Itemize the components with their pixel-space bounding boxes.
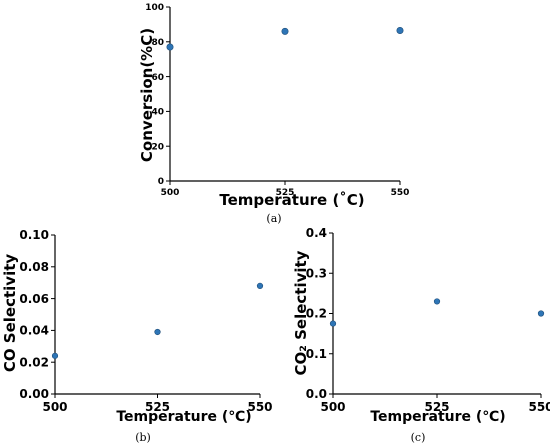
panel-c-x-axis-label: Temperature (℃) [370, 409, 505, 425]
panel-b-x-tick-label: 500 [42, 400, 67, 414]
panel-c-y-tick-label: 0.0 [306, 387, 327, 401]
panel-c-y-ticks: 0.0 0.1 0.2 0.3 0.4 [306, 226, 333, 401]
panel-b-caption: (b) [135, 431, 151, 444]
panel-c-x-tick-label: 500 [320, 400, 345, 414]
panel-c-co2-selectivity: 0.0 0.1 0.2 0.3 0.4 500 525 550 CO₂ Selectivit… [292, 226, 550, 444]
panel-a-data-point [396, 26, 404, 34]
panel-b-data-point [51, 352, 59, 359]
panel-a-y-tick-label: 0 [158, 177, 164, 187]
panel-a-x-tick-label: 550 [391, 188, 410, 198]
panel-a-y-tick-label: 40 [151, 108, 164, 118]
panel-b-co-selectivity: 0.00 0.02 0.04 0.06 0.08 0.10 500 525 550 CO Se… [1, 228, 273, 444]
panel-b-axes [54, 235, 260, 395]
panel-a-points [166, 26, 404, 51]
panel-a-data-point [281, 27, 289, 35]
panel-c-y-tick-label: 0.2 [306, 307, 327, 321]
panel-b-y-axis-label: CO Selectivity [1, 254, 19, 373]
panel-b-y-tick-label: 0.08 [19, 260, 49, 274]
panel-c-y-tick-label: 0.4 [306, 226, 327, 240]
panel-c-points [329, 298, 545, 327]
panel-b-x-tick-label: 550 [247, 400, 272, 414]
panel-b-y-tick-label: 0.00 [19, 387, 49, 401]
panel-a-conversion: 0 20 40 60 80 100 500 525 550 Conversion(%C) Te… [138, 3, 409, 225]
panel-a-x-ticks: 500 525 550 [161, 181, 410, 198]
panel-a-x-axis-label: Temperature (˚C) [219, 191, 364, 209]
panel-a-x-tick-label: 500 [161, 188, 180, 198]
panel-b-points [51, 282, 264, 359]
panel-c-caption: (c) [411, 431, 426, 444]
panel-a-y-tick-label: 60 [151, 73, 164, 83]
panel-c-y-tick-label: 0.1 [306, 347, 327, 361]
panel-b-y-tick-label: 0.10 [19, 228, 49, 242]
panel-b-x-ticks: 500 525 550 [42, 394, 273, 414]
panel-c-data-point [537, 310, 545, 317]
panel-a-caption: (a) [266, 212, 281, 225]
panel-b-y-tick-label: 0.04 [19, 324, 49, 338]
panel-a-y-tick-label: 80 [151, 38, 164, 48]
panel-b-x-tick-label: 525 [145, 400, 170, 414]
panel-c-x-tick-label: 525 [424, 400, 449, 414]
panel-b-x-axis-label: Temperature (℃) [116, 409, 251, 425]
panel-c-data-point [329, 320, 337, 327]
panel-c-x-ticks: 500 525 550 [320, 394, 550, 414]
panel-b-y-ticks: 0.00 0.02 0.04 0.06 0.08 0.10 [19, 228, 55, 401]
panel-a-y-tick-label: 100 [145, 3, 164, 13]
panel-c-y-axis-label: CO₂ Selectivity [292, 250, 310, 375]
panel-a-x-tick-label: 525 [276, 188, 295, 198]
panel-c-data-point [433, 298, 441, 305]
panel-c-x-tick-label: 550 [528, 400, 550, 414]
panel-b-data-point [256, 282, 264, 289]
panel-a-y-axis-label: Conversion(%C) [138, 28, 156, 162]
panel-c-axes [332, 233, 541, 395]
panel-b-data-point [154, 328, 161, 336]
panel-a-y-ticks: 0 20 40 60 80 100 [145, 3, 170, 187]
panel-a-data-point [166, 43, 174, 51]
panel-b-y-tick-label: 0.02 [19, 355, 49, 369]
panel-a-y-tick-label: 20 [151, 142, 164, 152]
panel-b-y-tick-label: 0.06 [19, 292, 49, 306]
panel-c-y-tick-label: 0.3 [306, 266, 327, 280]
